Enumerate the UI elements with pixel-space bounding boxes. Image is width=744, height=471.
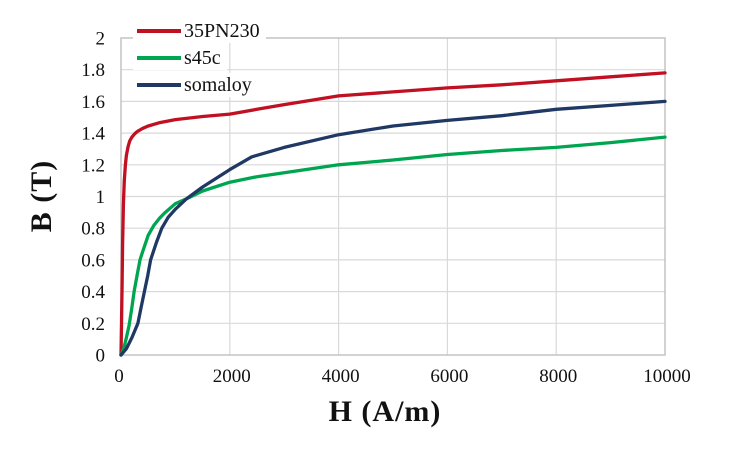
x-tick-label: 10000 <box>643 366 691 387</box>
legend: 35PN230 s45c somaloy <box>133 19 266 97</box>
x-tick-label: 8000 <box>539 366 577 387</box>
y-tick-label: 1.6 <box>81 92 105 113</box>
y-axis-title: B (T) <box>25 159 58 233</box>
legend-label: somaloy <box>184 74 252 96</box>
legend-line-swatch <box>137 83 181 87</box>
y-tick-label: 0.6 <box>81 250 105 271</box>
curve-35PN230 <box>119 71 667 357</box>
x-tick-label: 4000 <box>322 366 360 387</box>
y-tick-label: 0.2 <box>81 314 105 335</box>
y-tick-label: 1.4 <box>81 124 105 145</box>
legend-line-swatch <box>137 29 181 33</box>
x-tick-label: 2000 <box>213 366 251 387</box>
y-tick-label: 1 <box>96 187 106 208</box>
y-tick-label: 1.2 <box>81 155 105 176</box>
y-tick-label: 0 <box>96 346 106 367</box>
y-tick-label: 1.8 <box>81 60 105 81</box>
x-tick-label: 6000 <box>430 366 468 387</box>
x-axis-title: H (A/m) <box>328 395 442 428</box>
legend-label: s45c <box>184 47 221 69</box>
curve-somaloy <box>119 99 667 357</box>
legend-item-somaloy: somaloy <box>133 73 258 97</box>
plot-border <box>120 37 666 356</box>
legend-label: 35PN230 <box>184 20 260 42</box>
legend-line-swatch <box>137 56 181 60</box>
curve-s45c <box>119 135 667 357</box>
legend-item-s45c: s45c <box>133 46 227 70</box>
y-tick-label: 0.8 <box>81 219 105 240</box>
legend-item-35pn230: 35PN230 <box>133 19 266 43</box>
y-tick-label: 2 <box>96 29 106 50</box>
y-tick-label: 0.4 <box>81 282 105 303</box>
x-tick-label: 0 <box>114 366 124 387</box>
